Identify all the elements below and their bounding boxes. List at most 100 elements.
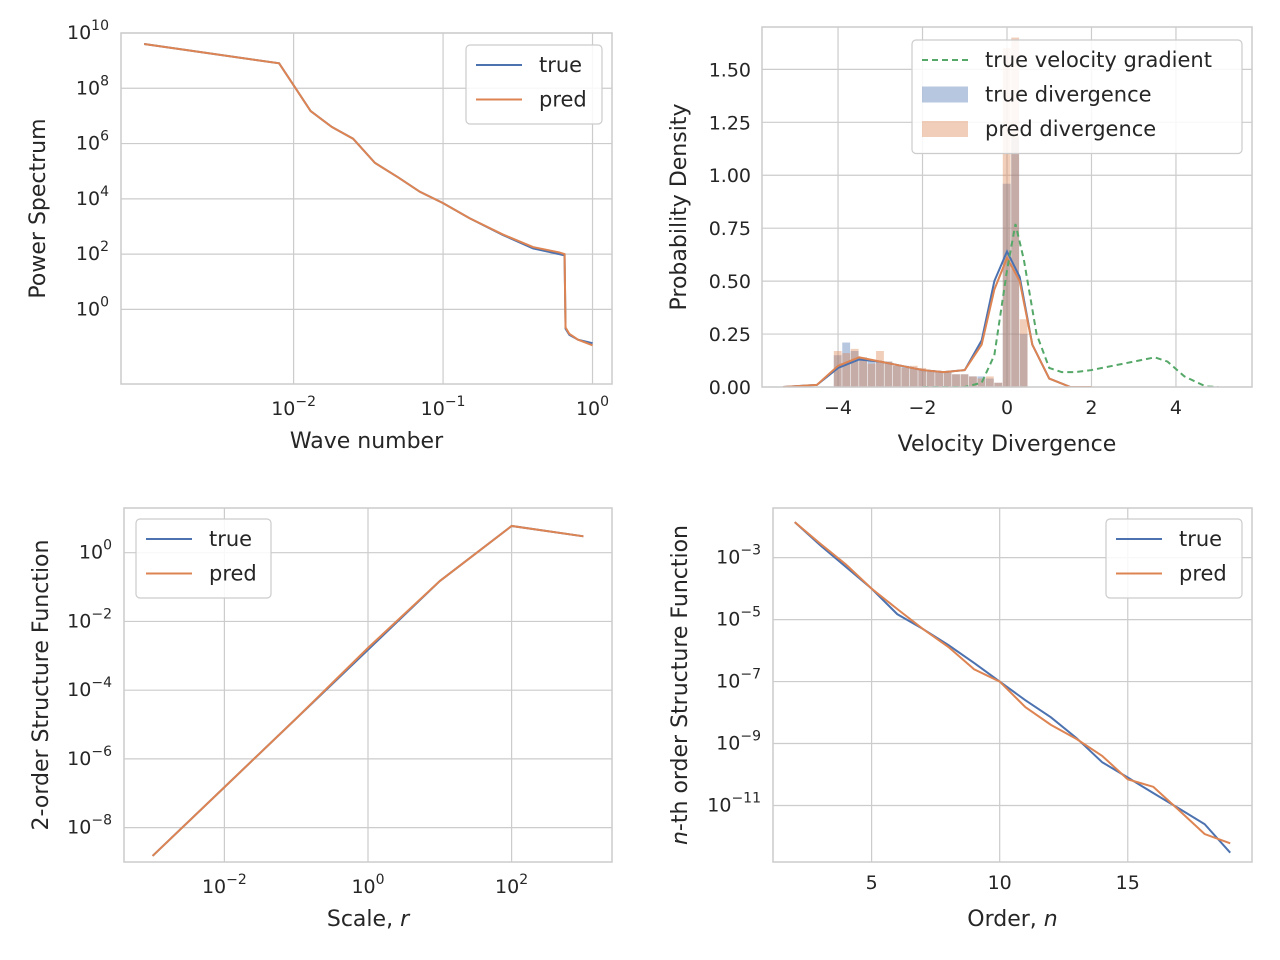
pred-divergence-series-line [783, 255, 1092, 387]
y-tick-label: 1010 [67, 18, 109, 44]
x-axis-label: Wave number [290, 429, 444, 454]
x-tick-label: 102 [495, 872, 528, 898]
y-tick-label: 10−5 [716, 605, 761, 631]
axes-frame [120, 32, 613, 385]
legend-label: pred divergence [985, 117, 1156, 141]
pred-series-line [794, 521, 1231, 845]
y-tick-label: 106 [76, 129, 109, 155]
pred-divergence-bar [968, 376, 977, 387]
pred-divergence-bar [952, 374, 960, 387]
true-divergence-bar [909, 367, 918, 387]
pred-divergence-bar [977, 378, 986, 387]
y-tick-label: 100 [79, 538, 112, 564]
x-tick-label: −4 [824, 397, 852, 419]
y-axis-label: n-th order Structure Function [668, 525, 693, 845]
y-tick-label: 10−8 [67, 813, 112, 839]
tick-exponent: −6 [91, 744, 112, 760]
legend: true pred [135, 518, 272, 599]
legend-label: true [1179, 527, 1222, 551]
tick-base: 10 [202, 876, 226, 898]
pred-divergence-bar [1011, 37, 1020, 388]
tick-exponent: 8 [100, 73, 109, 89]
pred-divergence-bar [926, 370, 935, 387]
true-divergence-bar [1011, 137, 1020, 387]
tick-base: 10 [421, 398, 445, 420]
legend-label: pred [539, 88, 587, 112]
tick-base: 10 [271, 398, 295, 420]
pred-divergence-bar [909, 365, 918, 387]
true-divergence-bar [867, 359, 876, 387]
x-axis-label: Scale, r [327, 907, 411, 932]
tick-base: 10 [67, 679, 91, 701]
pred-divergence-bar [960, 374, 969, 387]
y-tick-label: 102 [76, 239, 109, 265]
true-divergence-bar [859, 357, 868, 387]
tick-exponent: −7 [740, 667, 761, 683]
tick-exponent: −9 [740, 729, 761, 745]
pred-divergence-bar [943, 372, 952, 387]
velocity-divergence-panel: −4 −2 0 2 4 0.00 0.25 0.50 0.75 1.00 1.25 1.50 Veloc… [667, 26, 1253, 457]
y-tick-label: 10−2 [67, 606, 112, 632]
x-axis-label-text: Velocity Divergence [898, 432, 1117, 457]
tick-exponent: 4 [100, 184, 109, 200]
x-tick-label: 10 [988, 872, 1012, 894]
y-tick-label: 10−4 [67, 675, 112, 701]
y-tick-label: 10−3 [716, 543, 761, 569]
legend-label: pred [209, 562, 257, 586]
tick-base: 10 [79, 542, 103, 564]
y-axis-label: 2-order Structure Function [29, 540, 54, 831]
x-tick-label: 0 [1001, 397, 1013, 419]
true-divergence-bar [994, 382, 1003, 387]
y-tick-label: 10−9 [716, 729, 761, 755]
y-tick-label: 1.00 [709, 165, 751, 187]
true-divergence-bar [1019, 334, 1028, 387]
y-axis-label-text: -th order Structure Function [668, 525, 693, 831]
x-tick-label: 10−2 [202, 872, 247, 898]
true-divergence-bar [876, 361, 884, 387]
tick-exponent: 0 [600, 394, 609, 410]
tick-base: 10 [716, 733, 740, 755]
x-tick-label: 100 [351, 872, 384, 898]
tick-exponent: −5 [740, 605, 761, 621]
true-divergence-bar [935, 372, 944, 387]
x-axis-label: Order, n [967, 907, 1057, 932]
true-divergence-bar [918, 370, 927, 387]
y-axis-variable: n [668, 831, 693, 845]
tick-exponent: −1 [445, 394, 466, 410]
legend-box [911, 39, 1243, 155]
x-tick-label: 15 [1116, 872, 1140, 894]
tick-exponent: 0 [376, 872, 385, 888]
tick-base: 10 [67, 22, 91, 44]
true-velocity-gradient-series-line [922, 223, 1219, 387]
tick-base: 10 [716, 609, 740, 631]
legend: true pred [465, 44, 603, 125]
y-tick-label: 10−6 [67, 744, 112, 770]
x-axis-label: Velocity Divergence [898, 432, 1117, 457]
tick-exponent: −11 [731, 790, 761, 806]
y-axis-label-text: Power Spectrum [26, 118, 51, 298]
tick-base: 10 [707, 794, 731, 816]
true-divergence-bar [968, 376, 977, 387]
x-axis-variable: r [400, 907, 411, 932]
y-tick-label: 108 [76, 73, 109, 99]
legend-swatch [922, 121, 968, 137]
x-tick-label: −2 [909, 397, 937, 419]
x-tick-label: 100 [576, 394, 609, 420]
pred-divergence-bar [850, 348, 859, 387]
tick-base: 10 [67, 817, 91, 839]
y-tick-label: 10−11 [707, 790, 761, 816]
pred-divergence-bar [859, 359, 868, 387]
true-divergence-bar [892, 365, 901, 387]
tick-exponent: 2 [100, 239, 109, 255]
true-divergence-bar [833, 355, 842, 387]
tick-exponent: −2 [226, 872, 247, 888]
x-tick-label: 4 [1170, 397, 1182, 419]
pred-divergence-bar [901, 367, 910, 387]
y-tick-label: 0.50 [709, 271, 751, 293]
true-divergence-bar [850, 351, 859, 387]
true-divergence-bar [884, 361, 893, 387]
true-divergence-series-line [783, 249, 1092, 387]
tick-exponent: 10 [91, 18, 109, 34]
